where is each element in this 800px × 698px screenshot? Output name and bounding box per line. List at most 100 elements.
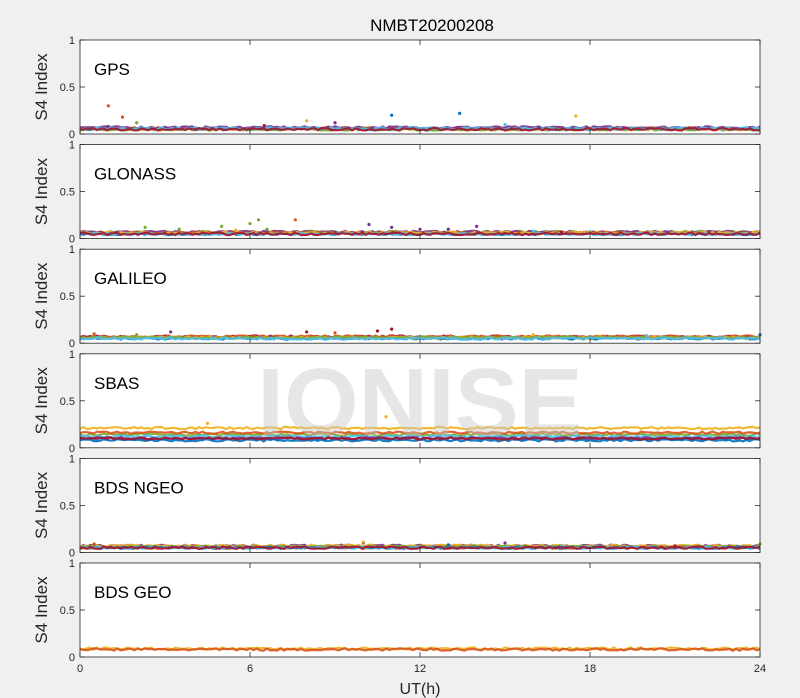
data-point — [92, 542, 96, 546]
panel-label: GALILEO — [94, 269, 167, 288]
data-marks — [79, 415, 761, 443]
x-tick-label: 0 — [77, 663, 83, 675]
y-tick-label: 1 — [69, 35, 75, 47]
data-point — [305, 330, 309, 334]
data-point — [390, 225, 394, 229]
series-trace — [79, 425, 761, 431]
data-point — [135, 333, 139, 337]
data-point — [446, 227, 450, 231]
data-point — [92, 332, 96, 336]
series-2 — [79, 434, 761, 439]
y-tick-label: 0 — [69, 234, 75, 246]
data-point — [248, 221, 252, 226]
y-axis-label: S4 Index — [32, 262, 51, 330]
x-axis-label: UT(h) — [400, 681, 441, 698]
data-point — [531, 333, 535, 337]
y-axis-label: S4 Index — [32, 158, 51, 226]
y-axis-label: S4 Index — [32, 576, 51, 644]
series-trace — [79, 647, 761, 652]
data-marks — [79, 646, 761, 652]
data-point — [106, 104, 110, 108]
y-tick-label: 0.5 — [60, 291, 75, 303]
x-tick-label: 24 — [754, 663, 766, 675]
series-5 — [79, 430, 761, 436]
watermark: IONISE — [257, 349, 582, 456]
data-point — [390, 327, 394, 331]
series-trace — [79, 436, 761, 441]
data-point — [560, 230, 564, 234]
y-tick-label: 1 — [69, 558, 75, 570]
data-point — [645, 334, 649, 338]
data-marks — [79, 327, 762, 341]
data-point — [390, 113, 394, 117]
plot-area — [80, 458, 760, 553]
panel-4: 0 0.5 1 BDS NGEO S4 Index — [32, 453, 762, 559]
data-point — [384, 415, 388, 419]
data-point — [446, 543, 450, 547]
x-tick-label: 12 — [414, 663, 426, 675]
y-tick-label: 1 — [69, 244, 75, 256]
y-tick-label: 0 — [69, 129, 75, 141]
data-point — [333, 121, 337, 125]
y-tick-label: 1 — [69, 453, 75, 465]
data-point — [262, 123, 266, 128]
data-point — [503, 541, 507, 545]
y-tick-label: 0.5 — [60, 605, 75, 617]
panel-label: BDS NGEO — [94, 478, 184, 497]
y-axis-label: S4 Index — [32, 367, 51, 435]
data-point — [375, 329, 380, 333]
panel-0: 0 0.5 1 GPS S4 Index — [32, 35, 761, 141]
series-1 — [79, 647, 761, 652]
plot-area — [80, 563, 760, 657]
y-tick-label: 0.5 — [60, 187, 75, 199]
data-point — [220, 224, 224, 228]
data-point — [256, 218, 261, 222]
y-axis-label: S4 Index — [32, 471, 51, 539]
data-point — [361, 540, 365, 544]
y-tick-label: 0 — [69, 652, 75, 664]
y-tick-label: 1 — [69, 349, 75, 361]
x-tick-label: 6 — [247, 663, 253, 675]
data-point — [458, 111, 462, 115]
data-point — [475, 224, 479, 228]
y-tick-label: 0.5 — [60, 396, 75, 408]
data-point — [120, 115, 125, 119]
data-point — [205, 421, 210, 425]
y-tick-label: 0.5 — [60, 500, 75, 512]
data-point — [265, 227, 269, 231]
data-point — [673, 544, 677, 548]
data-point — [333, 331, 337, 335]
series-0 — [79, 415, 761, 431]
data-point — [367, 222, 371, 227]
data-point — [177, 227, 181, 231]
data-point — [143, 225, 147, 229]
y-tick-label: 1 — [69, 140, 75, 152]
panel-3: 0 0.5 1 SBAS S4 Index — [32, 349, 761, 455]
panel-1: 0 0.5 1 GLONASS S4 Index — [32, 140, 761, 246]
y-tick-label: 0 — [69, 547, 75, 559]
data-point — [135, 121, 139, 125]
plot-area — [80, 249, 760, 344]
y-tick-label: 0.5 — [60, 82, 75, 94]
data-point — [169, 330, 173, 334]
y-tick-label: 0 — [69, 443, 75, 455]
figure-title: NMBT20200208 — [370, 16, 494, 35]
data-point — [574, 114, 578, 118]
data-point — [293, 218, 297, 222]
x-tick-label: 18 — [584, 663, 596, 675]
panel-5: 0 0.5 1 0 6 12 18 24 BDS GEO S4 Index — [32, 558, 766, 675]
panel-label: SBAS — [94, 374, 139, 393]
y-axis-label: S4 Index — [32, 53, 51, 121]
panel-label: BDS GEO — [94, 583, 171, 602]
y-tick-label: 0 — [69, 338, 75, 350]
series-6 — [79, 436, 761, 441]
series-trace — [79, 430, 761, 436]
plot-area — [80, 40, 760, 134]
data-point — [305, 119, 309, 123]
panels: 0 0.5 1 GPS S4 Index 0 0.5 1 GLONASS S4 Index 0 0.5… — [32, 35, 766, 675]
plot-area — [80, 144, 760, 239]
data-point — [531, 229, 535, 233]
data-point — [503, 123, 507, 127]
panel-label: GLONASS — [94, 165, 176, 184]
